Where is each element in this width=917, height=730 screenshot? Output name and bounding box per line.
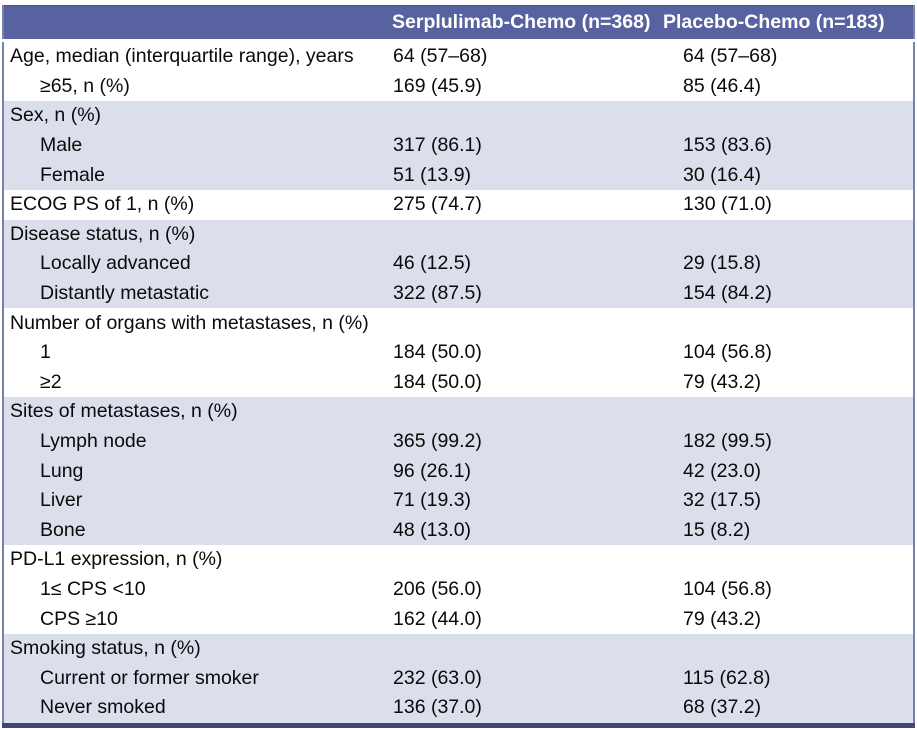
placebo-chemo-value: 64 (57–68): [683, 45, 778, 68]
serplulimab-chemo-value: 184 (50.0): [393, 341, 482, 364]
table-row: Liver 71 (19.3) 32 (17.5): [3, 485, 914, 516]
serplulimab-chemo-value: 46 (12.5): [387, 249, 661, 279]
serplulimab-chemo-value: 169 (45.9): [393, 74, 482, 97]
row-label: Age, median (interquartile range), years: [10, 45, 354, 68]
placebo-chemo-value: 104 (56.8): [683, 341, 772, 364]
serplulimab-chemo-value: 48 (13.0): [387, 515, 661, 546]
row-sublabel: ≥2: [40, 370, 62, 393]
serplulimab-chemo-value: 71 (19.3): [387, 485, 661, 516]
table-row: Number of organs with metastases, n (%): [3, 308, 914, 338]
placebo-chemo-value: 130 (71.0): [683, 193, 772, 216]
placebo-chemo-value: 68 (37.2): [661, 693, 914, 726]
serplulimab-chemo-value: 232 (63.0): [387, 663, 661, 694]
placebo-chemo-value: 30 (16.4): [661, 160, 914, 190]
row-sublabel: 1: [40, 341, 51, 364]
row-sublabel: Current or former smoker: [3, 663, 387, 694]
row-label: Disease status, n (%): [3, 219, 387, 250]
serplulimab-chemo-value: 275 (74.7): [393, 193, 482, 216]
row-sublabel: Lymph node: [3, 426, 387, 457]
table-row: Age, median (interquartile range), years…: [3, 41, 914, 72]
table-row: 1≤ CPS <10 206 (56.0) 104 (56.8): [3, 575, 914, 605]
table-row: Male 317 (86.1) 153 (83.6): [3, 130, 914, 161]
header-row: Serplulimab-Chemo (n=368) Placebo-Chemo …: [3, 5, 914, 42]
baseline-characteristics-table: Serplulimab-Chemo (n=368) Placebo-Chemo …: [2, 5, 915, 728]
table-row: PD-L1 expression, n (%): [3, 545, 914, 575]
table-row: ≥65, n (%) 169 (45.9) 85 (46.4): [3, 72, 914, 102]
table-row: Distantly metastatic 322 (87.5) 154 (84.2): [3, 278, 914, 309]
table-row: Bone 48 (13.0) 15 (8.2): [3, 515, 914, 546]
table-row: 1 184 (50.0) 104 (56.8): [3, 338, 914, 368]
table-row: Lymph node 365 (99.2) 182 (99.5): [3, 426, 914, 457]
row-label: Sex, n (%): [3, 101, 387, 131]
row-sublabel: ≥65, n (%): [40, 74, 130, 97]
placebo-chemo-value: 182 (99.5): [661, 426, 914, 457]
placebo-chemo-value: [661, 397, 914, 427]
placebo-chemo-value: [661, 219, 914, 250]
placebo-chemo-value: 32 (17.5): [661, 485, 914, 516]
row-label: Smoking status, n (%): [3, 633, 387, 664]
row-sublabel: CPS ≥10: [40, 607, 118, 630]
serplulimab-chemo-value: 365 (99.2): [387, 426, 661, 457]
table-row: Sites of metastases, n (%): [3, 397, 914, 427]
table-row: Female 51 (13.9) 30 (16.4): [3, 160, 914, 190]
row-sublabel: Liver: [3, 485, 387, 516]
row-label: Number of organs with metastases, n (%): [10, 311, 369, 334]
serplulimab-chemo-value: [387, 219, 661, 250]
table-row: Never smoked 136 (37.0) 68 (37.2): [3, 693, 914, 726]
serplulimab-chemo-value: 64 (57–68): [393, 45, 488, 68]
table-row: ≥2 184 (50.0) 79 (43.2): [3, 368, 914, 398]
serplulimab-chemo-value: 317 (86.1): [387, 130, 661, 161]
placebo-chemo-value: [661, 308, 914, 338]
serplulimab-chemo-value: [387, 308, 661, 338]
serplulimab-chemo-value: 51 (13.9): [387, 160, 661, 190]
row-sublabel: Male: [3, 130, 387, 161]
table-row: CPS ≥10 162 (44.0) 79 (43.2): [3, 604, 914, 634]
serplulimab-chemo-value: 184 (50.0): [393, 370, 482, 393]
row-sublabel: Female: [3, 160, 387, 190]
placebo-chemo-value: [661, 633, 914, 664]
serplulimab-chemo-value: [387, 545, 661, 575]
placebo-chemo-value: [661, 101, 914, 131]
placebo-chemo-value: 79 (43.2): [683, 607, 762, 630]
table-row: ECOG PS of 1, n (%) 275 (74.7) 130 (71.0): [3, 190, 914, 220]
row-label: Sites of metastases, n (%): [3, 397, 387, 427]
placebo-chemo-value: 104 (56.8): [683, 577, 772, 600]
row-label: PD-L1 expression, n (%): [10, 548, 223, 571]
row-sublabel: Lung: [3, 456, 387, 486]
header-placebo-chemo: Placebo-Chemo (n=183): [661, 5, 914, 42]
placebo-chemo-value: 85 (46.4): [683, 74, 762, 97]
table-row: Lung 96 (26.1) 42 (23.0): [3, 456, 914, 486]
placebo-chemo-value: 153 (83.6): [661, 130, 914, 161]
serplulimab-chemo-value: [387, 633, 661, 664]
row-sublabel: Locally advanced: [3, 249, 387, 279]
table-row: Locally advanced 46 (12.5) 29 (15.8): [3, 249, 914, 279]
placebo-chemo-value: 42 (23.0): [661, 456, 914, 486]
serplulimab-chemo-value: 136 (37.0): [387, 693, 661, 726]
serplulimab-chemo-value: 322 (87.5): [387, 278, 661, 309]
serplulimab-chemo-value: 96 (26.1): [387, 456, 661, 486]
table-row: Current or former smoker 232 (63.0) 115 (6…: [3, 663, 914, 694]
header-empty-cell: [3, 5, 387, 42]
row-sublabel: Never smoked: [3, 693, 387, 726]
placebo-chemo-value: 115 (62.8): [661, 663, 914, 694]
serplulimab-chemo-value: 162 (44.0): [393, 607, 482, 630]
header-serplulimab-chemo: Serplulimab-Chemo (n=368): [387, 5, 661, 42]
table-body: Age, median (interquartile range), years…: [3, 41, 914, 726]
serplulimab-chemo-value: [387, 397, 661, 427]
placebo-chemo-value: 154 (84.2): [661, 278, 914, 309]
row-sublabel: Distantly metastatic: [3, 278, 387, 309]
placebo-chemo-value: 29 (15.8): [661, 249, 914, 279]
serplulimab-chemo-value: [387, 101, 661, 131]
placebo-chemo-value: [661, 545, 914, 575]
row-sublabel: Bone: [3, 515, 387, 546]
table-row: Disease status, n (%): [3, 219, 914, 250]
serplulimab-chemo-value: 206 (56.0): [393, 577, 482, 600]
table-row: Sex, n (%): [3, 101, 914, 131]
table-row: Smoking status, n (%): [3, 633, 914, 664]
placebo-chemo-value: 15 (8.2): [661, 515, 914, 546]
row-sublabel: 1≤ CPS <10: [40, 577, 146, 600]
row-label: ECOG PS of 1, n (%): [10, 193, 195, 216]
placebo-chemo-value: 79 (43.2): [683, 370, 762, 393]
